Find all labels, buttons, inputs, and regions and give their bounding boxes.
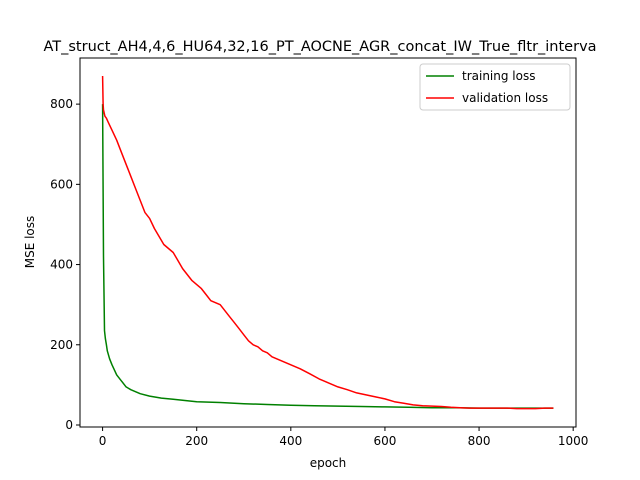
legend-label: validation loss <box>462 91 548 105</box>
x-tick-label: 200 <box>185 434 208 448</box>
legend: training loss validation loss <box>419 63 571 111</box>
y-tick-label: 0 <box>65 418 73 432</box>
x-tick-label: 600 <box>373 434 396 448</box>
chart-title: AT_struct_AH4,4,6_HU64,32,16_PT_AOCNE_AG… <box>43 39 596 55</box>
x-tick-label: 1000 <box>558 434 589 448</box>
series-layer <box>101 75 554 410</box>
axis-layer: 0 200 400 600 800 1000 0 200 400 600 800 <box>50 97 588 448</box>
plot-frame <box>79 57 577 428</box>
y-tick-label: 800 <box>50 97 73 111</box>
x-axis-label: epoch <box>310 456 347 470</box>
legend-label: training loss <box>462 69 535 83</box>
x-tick-label: 400 <box>279 434 302 448</box>
y-tick-label: 600 <box>50 177 73 191</box>
x-tick-label: 0 <box>99 434 107 448</box>
training-loss-line <box>101 104 554 409</box>
y-axis-label: MSE loss <box>23 216 37 269</box>
legend-box <box>419 63 571 111</box>
plot-area <box>80 58 576 427</box>
validation-loss-line <box>101 75 554 410</box>
y-tick-label: 400 <box>50 258 73 272</box>
x-tick-label: 800 <box>468 434 491 448</box>
y-tick-label: 200 <box>50 338 73 352</box>
